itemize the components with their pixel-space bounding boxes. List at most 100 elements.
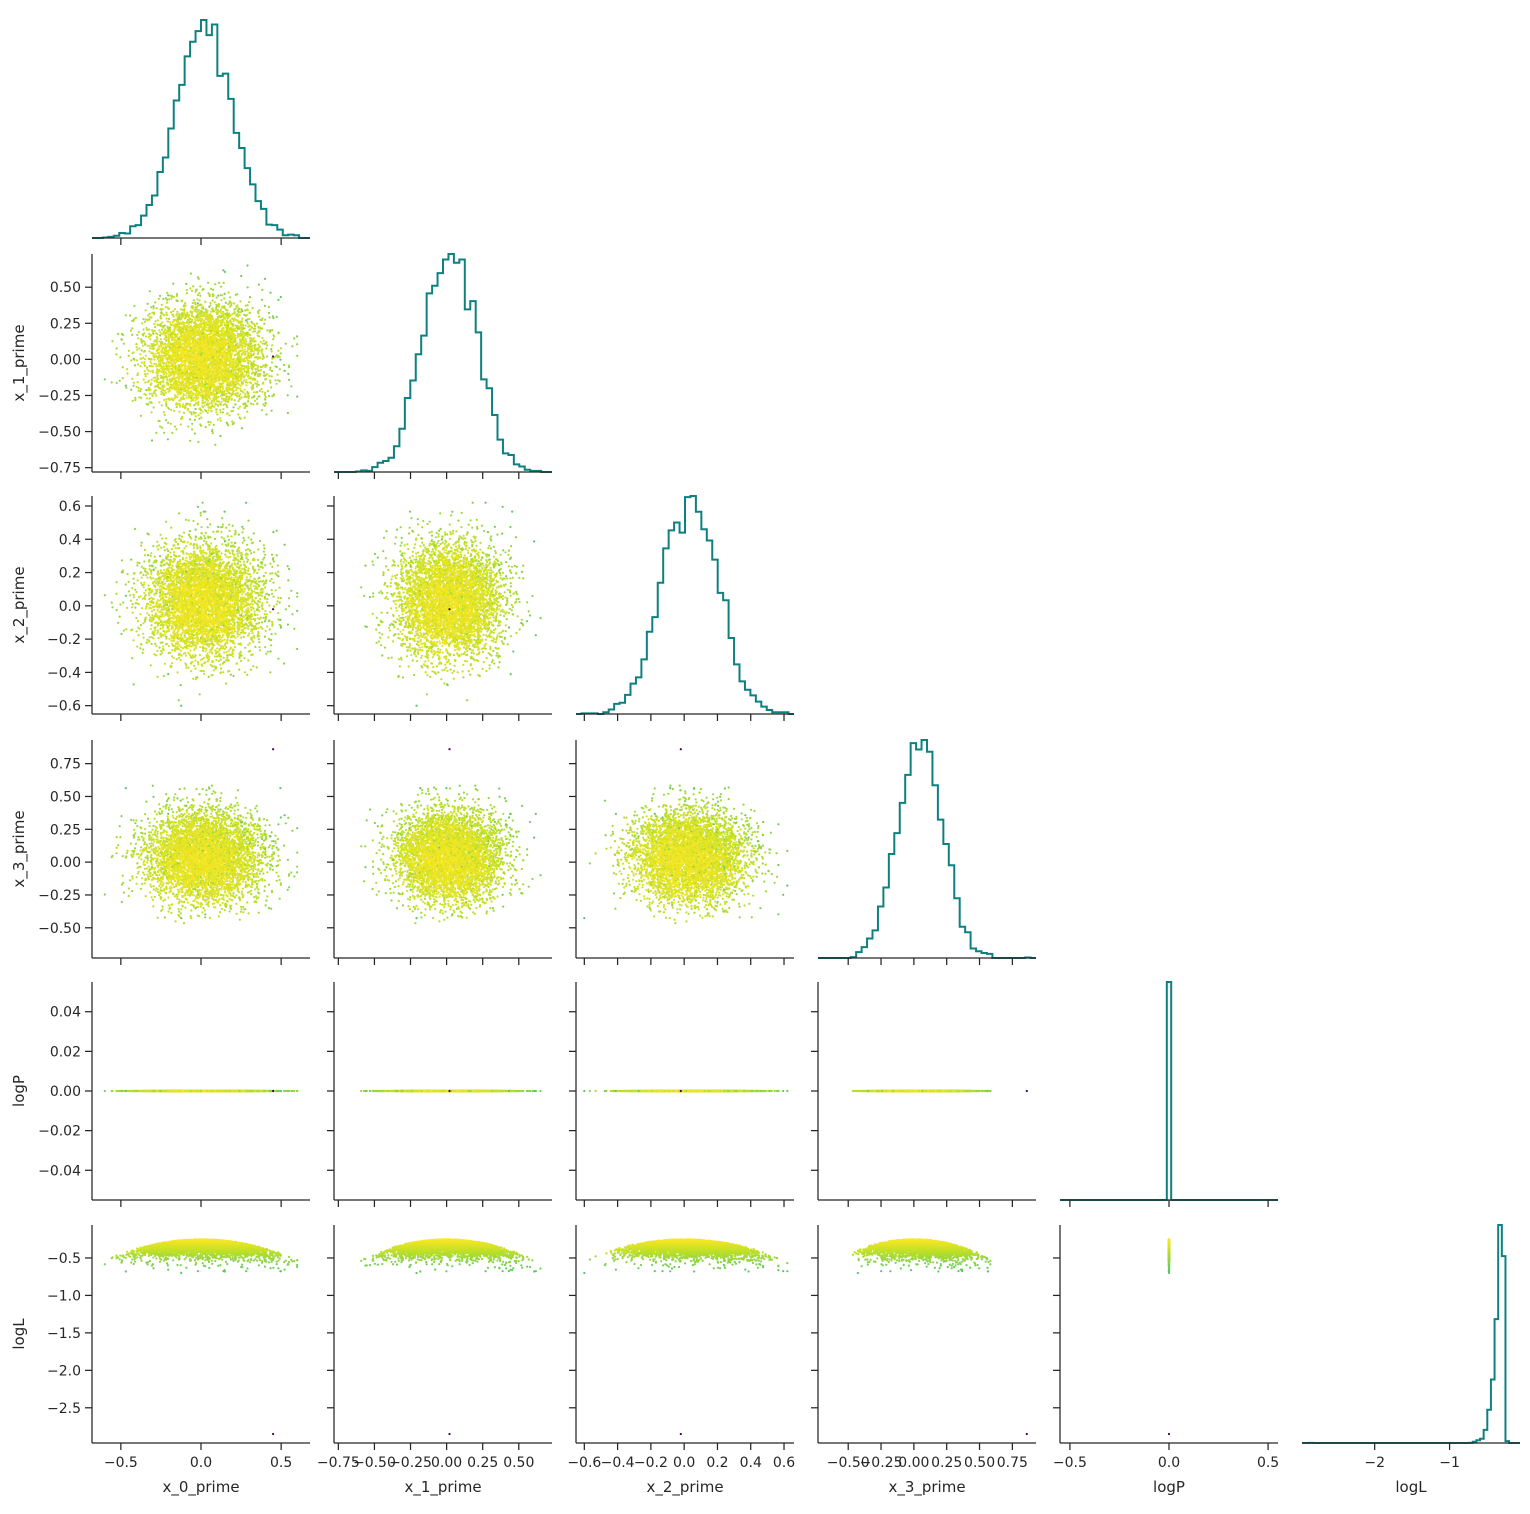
scatter-point [227, 291, 229, 293]
scatter-point [166, 318, 168, 320]
scatter-point [234, 399, 236, 401]
scatter-point [231, 318, 233, 320]
scatter-point [261, 299, 263, 301]
scatter-point [200, 416, 202, 418]
scatter-point [215, 411, 217, 413]
scatter-point [159, 331, 161, 333]
scatter-point [279, 368, 281, 370]
scatter-point [166, 292, 168, 294]
scatter-point [158, 401, 160, 403]
scatter-point [284, 370, 286, 372]
scatter-point [257, 335, 259, 337]
scatter-point [194, 419, 196, 421]
scatter-point [146, 373, 148, 375]
scatter-point [238, 308, 240, 310]
scatter-point [164, 328, 166, 330]
scatter-point [165, 419, 167, 421]
scatter-point [146, 366, 148, 368]
scatter-point [116, 382, 118, 384]
scatter-point [270, 386, 272, 388]
scatter-point [204, 404, 206, 406]
scatter-point [138, 390, 140, 392]
scatter-point [182, 406, 184, 408]
scatter-point [195, 412, 197, 414]
scatter-point [210, 288, 212, 290]
scatter-point [224, 324, 226, 326]
scatter-point [131, 334, 133, 336]
scatter-point [199, 412, 201, 414]
scatter-point [257, 373, 259, 375]
scatter-point [128, 355, 130, 357]
scatter-point [147, 303, 149, 305]
scatter-point [136, 346, 138, 348]
scatter-point [155, 432, 157, 434]
scatter-point [134, 364, 136, 366]
scatter-point [165, 335, 167, 337]
scatter-point [277, 374, 279, 376]
scatter-point [161, 404, 163, 406]
scatter-point [136, 349, 138, 351]
scatter-point [169, 349, 171, 351]
scatter-point [202, 400, 204, 402]
scatter-point [193, 397, 195, 399]
scatter-point [123, 343, 125, 345]
scatter-point [149, 397, 151, 399]
scatter-point [181, 391, 183, 393]
scatter-point [197, 414, 199, 416]
scatter-point [149, 393, 151, 395]
scatter-point [222, 269, 224, 271]
scatter-point [183, 412, 185, 414]
scatter-point [244, 348, 246, 350]
scatter-point [189, 287, 191, 289]
scatter-point [288, 379, 290, 381]
scatter-point [151, 411, 153, 413]
scatter-point [287, 373, 289, 375]
scatter-point [280, 347, 282, 349]
scatter-point [141, 362, 143, 364]
scatter-point [254, 400, 256, 402]
scatter-point [184, 302, 186, 304]
scatter-point [141, 349, 143, 351]
scatter-point [239, 406, 241, 408]
scatter-point [136, 386, 138, 388]
scatter-point [146, 344, 148, 346]
scatter-point [265, 413, 267, 415]
scatter-point [129, 314, 131, 316]
scatter-point [142, 318, 144, 320]
scatter-point [245, 384, 247, 386]
scatter-point [150, 306, 152, 308]
scatter-point [162, 298, 164, 300]
scatter-point [146, 397, 148, 399]
scatter-point [241, 318, 243, 320]
scatter-point [229, 300, 231, 302]
scatter-point [142, 357, 144, 359]
scatter-point [271, 370, 273, 372]
scatter-point [247, 323, 249, 325]
scatter-point [252, 331, 254, 333]
scatter-point [144, 365, 146, 367]
scatter-point [211, 400, 213, 402]
scatter-point [225, 302, 227, 304]
scatter-point [216, 413, 218, 415]
scatter-point [256, 398, 258, 400]
scatter-point [172, 283, 174, 285]
scatter-point [157, 319, 159, 321]
scatter-point [119, 380, 121, 382]
scatter-point [211, 299, 213, 301]
scatter-point [165, 403, 167, 405]
scatter-point [167, 337, 169, 339]
scatter-point [266, 329, 268, 331]
scatter-point [138, 331, 140, 333]
scatter-point [268, 375, 270, 377]
scatter-point [125, 314, 127, 316]
scatter-point [169, 321, 171, 323]
scatter-point [143, 379, 145, 381]
scatter-point [244, 393, 246, 395]
scatter-point [291, 345, 293, 347]
scatter-point [175, 428, 177, 430]
scatter-point [104, 378, 106, 380]
scatter-point [258, 384, 260, 386]
scatter-point [260, 388, 262, 390]
scatter-point [171, 297, 173, 299]
